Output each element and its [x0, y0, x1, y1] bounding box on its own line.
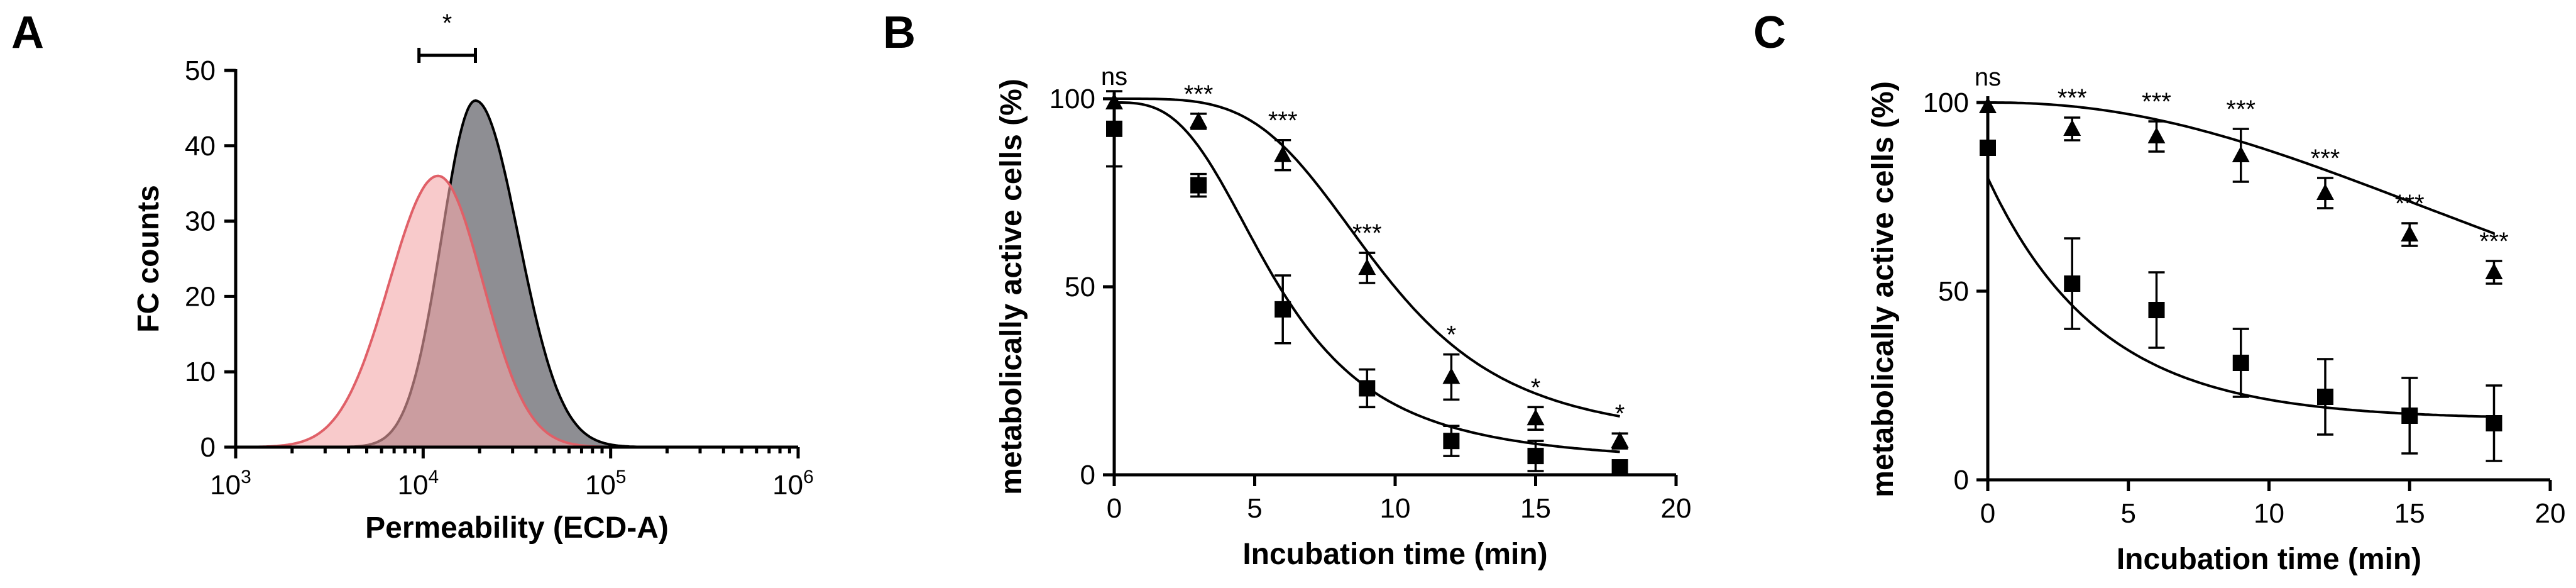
x-tick-label: 20	[1661, 493, 1692, 524]
x-tick-label: 104	[398, 467, 439, 501]
panel-letter-a: A	[11, 8, 44, 58]
significance-label: *	[1531, 374, 1541, 401]
y-axis-label: FC counts	[132, 185, 165, 333]
tick-base: 10	[585, 470, 616, 501]
x-tick-label: 5	[1247, 493, 1262, 524]
data-point-square	[2232, 355, 2249, 371]
data-point-square	[1611, 459, 1628, 476]
significance-label: ns	[1101, 63, 1127, 91]
significance-label: ***	[2395, 190, 2425, 218]
data-point-square	[2148, 302, 2165, 318]
tick-base: 10	[398, 470, 429, 501]
x-tick-label: 15	[1520, 493, 1551, 524]
y-tick-label: 50	[1938, 276, 1969, 307]
tick-exponent: 3	[241, 467, 251, 487]
data-point-square	[1274, 301, 1291, 318]
panel-letter-b: B	[883, 8, 916, 58]
x-tick-label: 0	[1980, 498, 1995, 529]
data-point-triangle	[1979, 97, 1997, 113]
x-tick-label: 0	[1107, 493, 1122, 524]
tick-exponent: 4	[428, 467, 439, 487]
y-tick-label: 10	[185, 357, 216, 387]
data-point-triangle	[1190, 111, 1208, 128]
data-point-triangle	[1611, 431, 1629, 448]
significance-label: ***	[2142, 88, 2171, 116]
x-tick-label: 10	[2254, 498, 2284, 529]
data-point-square	[1443, 433, 1460, 450]
significance-label: ***	[2226, 96, 2255, 123]
data-point-square	[1527, 448, 1544, 465]
significance-label: ***	[2058, 84, 2087, 112]
significance-label: *	[1615, 400, 1625, 428]
data-point-square	[1190, 177, 1207, 194]
tick-exponent: 6	[803, 467, 814, 487]
data-point-triangle	[2232, 146, 2250, 162]
data-point-triangle	[1274, 145, 1292, 162]
data-point-triangle	[1442, 367, 1461, 384]
x-axis-label: Incubation time (min)	[2117, 543, 2421, 576]
x-axis-label: Permeability (ECD-A)	[365, 511, 669, 545]
y-axis-label: metabolically active cells (%)	[1866, 81, 1900, 497]
y-tick-label: 50	[1065, 272, 1095, 302]
y-tick-label: 40	[185, 131, 216, 162]
x-tick-label: 20	[2535, 498, 2566, 529]
significance-label: *	[1447, 321, 1457, 349]
x-tick-label: 105	[585, 467, 627, 501]
x-tick-label: 106	[772, 467, 814, 501]
x-axis-label: Incubation time (min)	[1242, 538, 1547, 571]
data-point-triangle	[2316, 184, 2334, 200]
panel-c-viability-plot: 0 50 100 0 5 10 15 20 Incubation time (min) metab…	[1866, 64, 2565, 576]
data-point-triangle	[2063, 119, 2081, 136]
significance-label: ***	[1184, 80, 1214, 108]
tick-base: 10	[772, 470, 803, 501]
significance-label: ***	[1268, 107, 1298, 135]
y-tick-label: 0	[1080, 460, 1095, 491]
y-tick-label: 100	[1923, 87, 1969, 118]
significance-label: ***	[1352, 219, 1382, 247]
tick-exponent: 5	[616, 467, 627, 487]
y-tick-label: 0	[200, 432, 216, 463]
significance-label: ns	[1975, 64, 2001, 91]
panel-letter-c: C	[1753, 8, 1786, 58]
significance-label: ***	[2479, 228, 2509, 255]
y-tick-label: 0	[1954, 465, 1969, 496]
data-point-square	[2401, 408, 2418, 424]
panel-b-viability-plot: 0 50 100 0 5 10 15 20 Incubation time (min) metab…	[995, 63, 1691, 571]
data-point-triangle	[2485, 263, 2503, 279]
significance-star: *	[442, 9, 452, 37]
data-point-triangle	[1526, 409, 1545, 426]
y-axis-label: metabolically active cells (%)	[995, 79, 1028, 495]
data-point-square	[2486, 415, 2502, 431]
x-tick-label: 5	[2121, 498, 2136, 529]
data-point-square	[1106, 120, 1122, 137]
significance-label: ***	[2311, 145, 2340, 172]
x-tick-label: 15	[2394, 498, 2425, 529]
fit-curve-triangle	[1114, 97, 1620, 418]
data-point-triangle	[1358, 258, 1376, 275]
x-tick-label: 10	[1380, 493, 1411, 524]
data-point-triangle	[2401, 225, 2419, 241]
data-point-square	[1359, 380, 1376, 397]
y-tick-label: 100	[1050, 84, 1095, 114]
data-point-square	[1980, 140, 1996, 156]
y-tick-label: 50	[185, 55, 216, 86]
data-point-triangle	[2147, 127, 2166, 143]
data-point-square	[2317, 389, 2333, 405]
tick-base: 10	[210, 470, 241, 501]
y-tick-label: 30	[185, 206, 216, 237]
data-point-square	[2064, 275, 2081, 292]
y-tick-label: 20	[185, 281, 216, 312]
x-tick-label: 103	[210, 467, 251, 501]
